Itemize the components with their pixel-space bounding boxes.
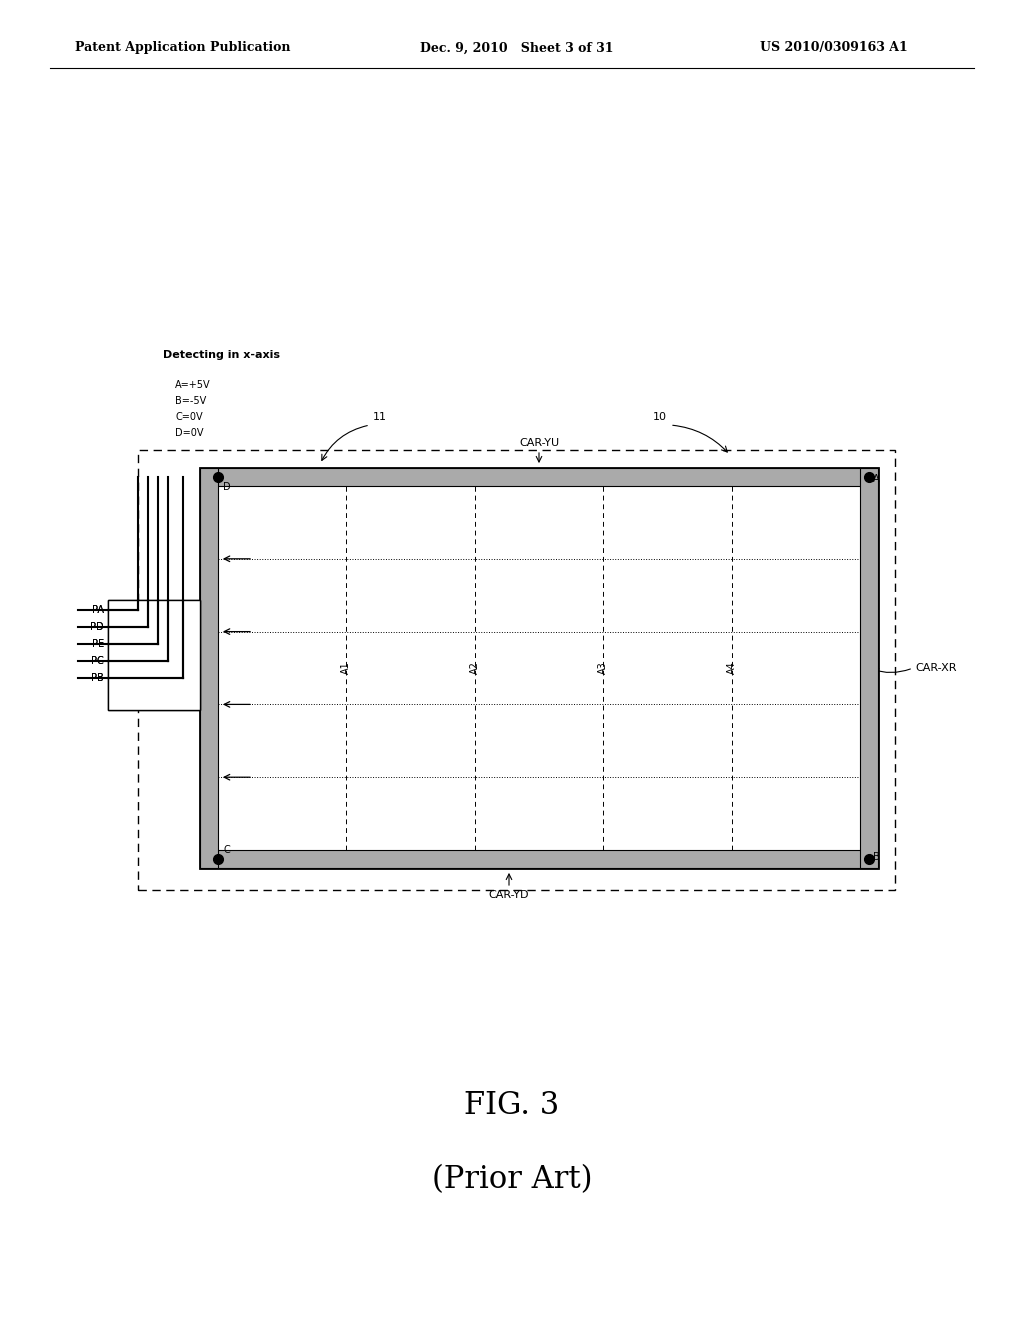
Text: Detecting in x-axis: Detecting in x-axis xyxy=(163,350,280,360)
Text: A1: A1 xyxy=(341,661,351,675)
Text: 11: 11 xyxy=(373,412,387,422)
Text: A=+5V: A=+5V xyxy=(175,380,211,389)
Text: B: B xyxy=(873,851,880,862)
Text: CAR-YD: CAR-YD xyxy=(488,890,529,900)
Text: A4: A4 xyxy=(727,661,736,675)
Text: US 2010/0309163 A1: US 2010/0309163 A1 xyxy=(760,41,907,54)
Text: FIG. 3: FIG. 3 xyxy=(464,1089,560,1121)
Bar xyxy=(860,469,878,869)
Text: PC: PC xyxy=(91,656,104,667)
Text: C=0V: C=0V xyxy=(175,412,203,422)
Text: PA: PA xyxy=(92,605,104,615)
Text: A: A xyxy=(873,474,880,484)
Text: PD: PD xyxy=(90,622,104,632)
Bar xyxy=(200,469,218,869)
Text: PA: PA xyxy=(92,605,104,615)
Bar xyxy=(108,601,200,710)
Text: PE: PE xyxy=(92,639,104,649)
Text: PB: PB xyxy=(91,673,104,682)
Text: 10: 10 xyxy=(653,412,667,422)
Text: CAR-XR: CAR-XR xyxy=(915,663,956,673)
Text: PE: PE xyxy=(92,639,104,649)
Text: Patent Application Publication: Patent Application Publication xyxy=(75,41,291,54)
Text: B=-5V: B=-5V xyxy=(175,396,206,407)
Bar xyxy=(200,850,878,869)
Text: CAR-YU: CAR-YU xyxy=(519,438,559,447)
Text: PC: PC xyxy=(91,656,104,667)
Text: A3: A3 xyxy=(598,661,608,675)
Bar xyxy=(108,601,200,710)
Text: CAR-XL: CAR-XL xyxy=(128,700,168,710)
Text: (Prior Art): (Prior Art) xyxy=(432,1164,592,1196)
Text: PD: PD xyxy=(90,622,104,632)
Text: A2: A2 xyxy=(470,661,480,675)
Bar xyxy=(200,469,878,486)
Bar xyxy=(109,601,200,710)
Text: PB: PB xyxy=(91,673,104,682)
Text: Dec. 9, 2010   Sheet 3 of 31: Dec. 9, 2010 Sheet 3 of 31 xyxy=(420,41,613,54)
Text: D: D xyxy=(223,482,230,492)
Text: D=0V: D=0V xyxy=(175,428,204,438)
Text: C: C xyxy=(223,845,229,855)
